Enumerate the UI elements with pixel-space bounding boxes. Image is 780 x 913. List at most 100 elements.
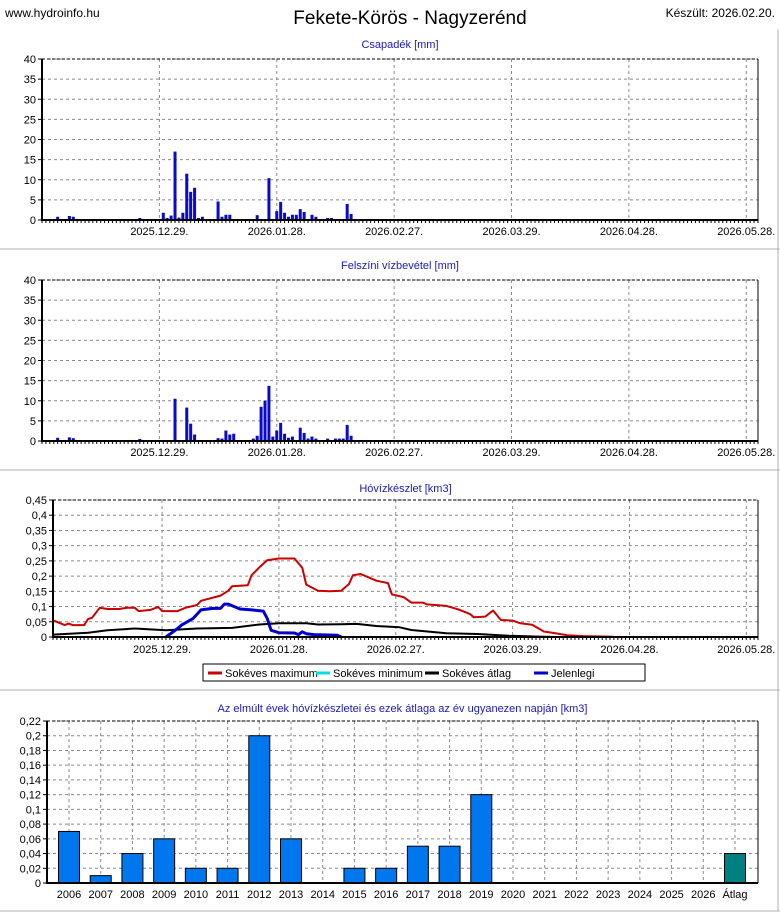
bar xyxy=(290,214,294,220)
bar xyxy=(298,427,302,441)
x-tick-label: 2012 xyxy=(247,889,271,901)
bar xyxy=(283,433,287,441)
y-tick-label: 0 xyxy=(41,632,47,644)
bar xyxy=(267,178,271,220)
bar-2008 xyxy=(121,853,144,884)
legend-box xyxy=(202,663,646,682)
bar xyxy=(263,400,267,441)
x-tick-label: 2026.04.28. xyxy=(600,226,658,238)
x-tick-label: 2021 xyxy=(532,889,556,901)
bar xyxy=(302,432,306,441)
bar xyxy=(232,433,236,441)
legend-label: Sokéves átlag xyxy=(442,668,511,680)
y-tick-label: 0,2 xyxy=(26,731,41,743)
chart-title: Hóvízkészlet [km3] xyxy=(359,483,451,495)
bar xyxy=(200,216,204,220)
series-line-maximum xyxy=(52,557,614,638)
bar xyxy=(345,203,349,220)
site-url: www.hydroinfo.hu xyxy=(4,6,100,20)
x-tick-label: 2026.01.28. xyxy=(248,447,306,459)
bar xyxy=(275,430,279,441)
created-date: Készült: 2026.02.20. xyxy=(666,6,775,20)
page-title: Fekete-Körös - Nagyzerénd xyxy=(293,8,526,29)
x-tick-label: 2015 xyxy=(342,889,366,901)
y-tick-label: 25 xyxy=(24,335,36,347)
y-tick-label: 20 xyxy=(24,356,36,368)
x-tick-label: 2026.05.28. xyxy=(717,447,775,459)
x-tick-label: 2026.03.29. xyxy=(482,226,540,238)
x-tick-label: 2026.05.28. xyxy=(717,226,775,238)
bar xyxy=(161,212,165,220)
bar xyxy=(138,438,142,441)
bar xyxy=(341,438,345,441)
series-line-average xyxy=(52,622,560,638)
y-tick-label: 0,08 xyxy=(20,819,41,831)
y-tick-label: 0,06 xyxy=(20,834,41,846)
x-tick-label: 2018 xyxy=(437,889,461,901)
bar xyxy=(224,430,228,441)
chart-title: Csapadék [mm] xyxy=(361,39,438,51)
bar xyxy=(71,438,75,441)
y-tick-label: 10 xyxy=(24,396,36,408)
series-line-current xyxy=(165,602,342,639)
bar xyxy=(67,437,71,441)
x-tick-label: 2017 xyxy=(406,889,430,901)
x-tick-label: 2025.12.29. xyxy=(133,644,191,656)
bar xyxy=(267,385,271,441)
charts: Csapadék [mm]05101520253035402025.12.29.… xyxy=(20,39,776,901)
legend-label: Sokéves maximum xyxy=(225,668,318,680)
bar xyxy=(165,217,169,220)
bar-2017 xyxy=(406,845,429,884)
y-tick-label: 0,1 xyxy=(32,602,47,614)
bar xyxy=(290,436,294,441)
bar-2007 xyxy=(89,875,112,884)
y-tick-label: 15 xyxy=(24,155,36,167)
x-tick-label: 2008 xyxy=(120,889,144,901)
x-tick-label: 2022 xyxy=(564,889,588,901)
bar xyxy=(326,438,330,441)
y-tick-label: 40 xyxy=(24,54,36,66)
chart-4: Az elmúlt évek hóvízkészletei és ezek át… xyxy=(20,703,759,901)
x-tick-label: 2026.04.28. xyxy=(600,644,658,656)
bar xyxy=(185,407,189,441)
bar xyxy=(216,201,220,220)
bar xyxy=(333,438,337,441)
x-tick-label: 2023 xyxy=(596,889,620,901)
bar-2012 xyxy=(248,735,271,884)
bar xyxy=(177,217,181,220)
bar-Átlag xyxy=(724,853,746,884)
bar xyxy=(255,435,259,441)
y-tick-label: 10 xyxy=(24,175,36,187)
bar xyxy=(310,436,314,441)
y-tick-label: 0,25 xyxy=(26,556,47,568)
bar-2018 xyxy=(438,845,461,884)
y-tick-label: 0,15 xyxy=(26,586,47,598)
x-tick-label: 2010 xyxy=(184,889,208,901)
bar-2015 xyxy=(343,867,366,884)
x-tick-label: Átlag xyxy=(722,888,747,901)
bar xyxy=(294,214,298,220)
bar-2010 xyxy=(184,867,207,884)
x-tick-label: 2009 xyxy=(152,889,176,901)
y-tick-label: 30 xyxy=(24,94,36,106)
bar xyxy=(185,173,189,220)
bar xyxy=(173,151,177,220)
bar xyxy=(224,214,228,220)
x-tick-label: 2026.02.27. xyxy=(365,226,423,238)
y-tick-label: 0,1 xyxy=(26,804,41,816)
x-tick-label: 2011 xyxy=(216,889,240,901)
x-tick-label: 2026.02.27. xyxy=(365,447,423,459)
x-tick-label: 2006 xyxy=(57,889,81,901)
bar-2016 xyxy=(375,867,398,884)
y-tick-label: 0 xyxy=(35,878,41,890)
bar xyxy=(314,216,318,220)
bar xyxy=(345,424,349,441)
y-tick-label: 0,16 xyxy=(20,760,41,772)
chart-1: Csapadék [mm] 0 5 10 15 20 25 30 35 40 2025.12.29.… xyxy=(24,39,776,238)
bar xyxy=(220,216,224,220)
y-tick-label: 35 xyxy=(24,295,36,307)
x-tick-label: 2019 xyxy=(469,889,493,901)
bar xyxy=(189,423,193,441)
chart-2: Felszíni vízbevétel [mm] 0 5 10 15 20 25 30 35 40… xyxy=(24,260,776,459)
x-tick-label: 2026.02.27. xyxy=(367,644,425,656)
